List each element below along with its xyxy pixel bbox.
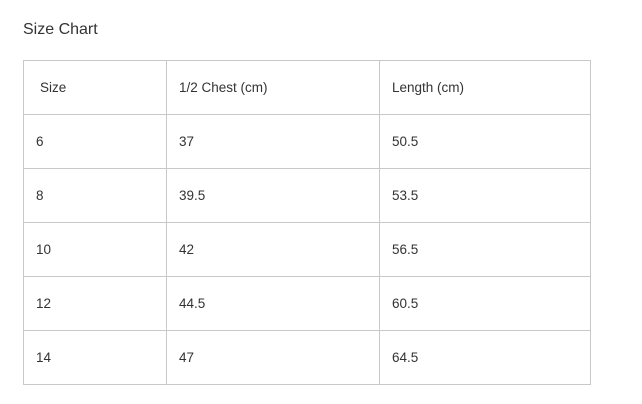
cell-size: 10 [23, 222, 167, 277]
cell-length: 64.5 [379, 330, 591, 385]
cell-size: 8 [23, 168, 167, 223]
cell-size: 6 [23, 114, 167, 169]
table-row: 14 47 64.5 [23, 330, 591, 385]
table-row: 10 42 56.5 [23, 222, 591, 277]
cell-size: 14 [23, 330, 167, 385]
cell-chest: 37 [166, 114, 380, 169]
table-row: 12 44.5 60.5 [23, 276, 591, 331]
cell-length: 50.5 [379, 114, 591, 169]
cell-length: 53.5 [379, 168, 591, 223]
header-chest: 1/2 Chest (cm) [166, 60, 380, 115]
cell-chest: 44.5 [166, 276, 380, 331]
cell-size: 12 [23, 276, 167, 331]
cell-chest: 47 [166, 330, 380, 385]
size-chart-table: Size 1/2 Chest (cm) Length (cm) 6 37 50.5 8… [23, 60, 591, 385]
table-header-row: Size 1/2 Chest (cm) Length (cm) [23, 60, 591, 115]
cell-chest: 39.5 [166, 168, 380, 223]
header-length: Length (cm) [379, 60, 591, 115]
table-row: 6 37 50.5 [23, 114, 591, 169]
page-title: Size Chart [23, 21, 98, 38]
cell-length: 56.5 [379, 222, 591, 277]
cell-chest: 42 [166, 222, 380, 277]
table-row: 8 39.5 53.5 [23, 168, 591, 223]
header-size: Size [23, 60, 167, 115]
cell-length: 60.5 [379, 276, 591, 331]
